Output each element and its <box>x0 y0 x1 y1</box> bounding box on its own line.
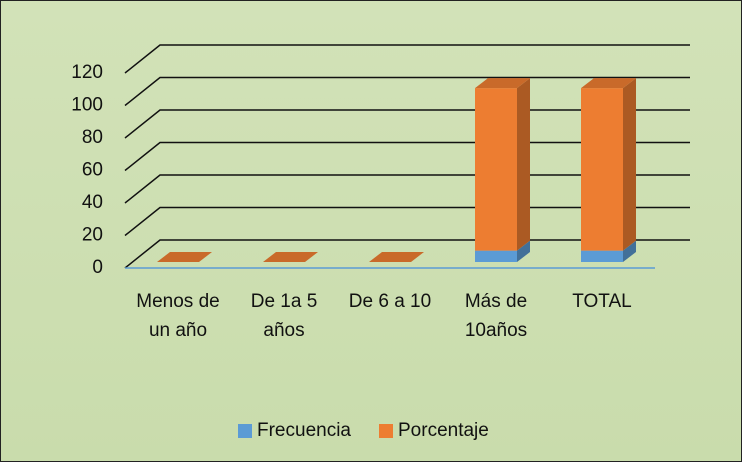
y-tick-label: 40 <box>82 192 103 213</box>
x-tick-label: Menos de un año <box>136 291 220 341</box>
bar-top <box>263 252 318 262</box>
y-tick-label: 120 <box>71 62 103 83</box>
legend-label: Porcentaje <box>398 420 489 441</box>
x-tick-label: Más de 10años <box>464 291 528 341</box>
bar-top <box>157 252 212 262</box>
bar-top <box>581 78 636 89</box>
bar-segment <box>475 250 517 262</box>
y-tick-label: 80 <box>82 127 103 148</box>
x-tick-label: De 1a 5 años <box>250 291 318 341</box>
bar-side <box>623 240 636 262</box>
y-tick-label: 60 <box>82 160 103 181</box>
y-tick-label: 20 <box>82 225 103 246</box>
x-tick-label: TOTAL <box>572 291 632 312</box>
bar-segment <box>581 250 623 262</box>
bar-side <box>623 78 636 251</box>
x-tick-label: De 6 a 10 <box>348 291 432 312</box>
bar-top <box>369 252 424 262</box>
bar-segment <box>475 88 517 251</box>
bar-top <box>475 78 530 89</box>
grid-line <box>124 44 690 74</box>
y-tick-label: 100 <box>71 95 103 116</box>
legend-swatch <box>238 424 252 438</box>
bar-segment <box>581 88 623 251</box>
legend-label: Frecuencia <box>257 420 351 441</box>
bar-side <box>517 240 530 262</box>
bar-side <box>517 78 530 251</box>
y-tick-label: 0 <box>92 257 103 278</box>
grid-line <box>124 76 690 107</box>
legend-swatch <box>379 424 393 438</box>
